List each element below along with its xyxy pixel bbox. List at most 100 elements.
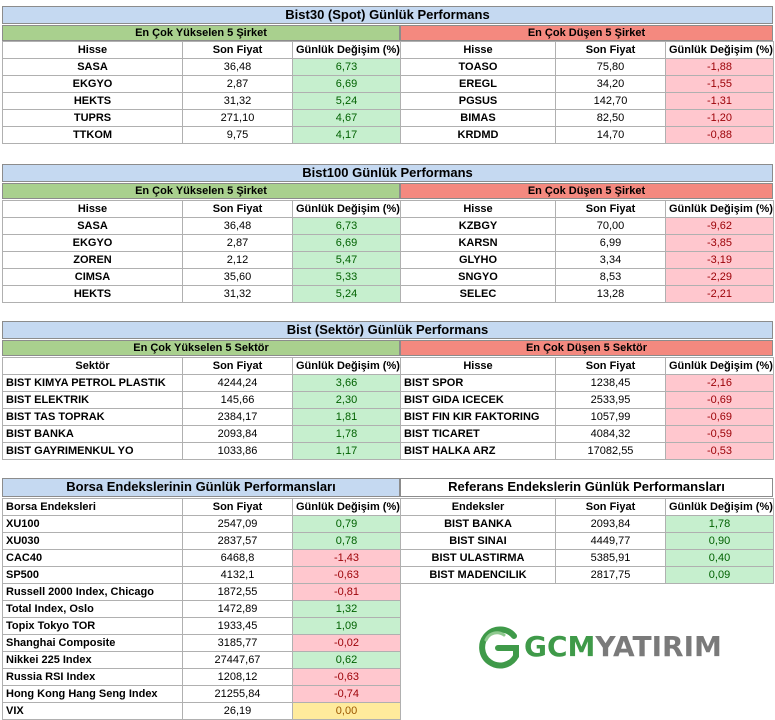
sector-price: 1238,45	[555, 374, 666, 392]
index-change: -0,63	[292, 566, 401, 584]
stock-name: SNGYO	[400, 268, 556, 286]
col-header-name: Hisse	[400, 357, 556, 375]
table-row: SNGYO 8,53 -2,29	[400, 268, 774, 286]
stock-name: KARSN	[400, 234, 556, 252]
col-header-change: Günlük Değişim (%)	[665, 41, 774, 59]
stock-name: SASA	[2, 217, 183, 235]
sector-change: -0,69	[665, 408, 774, 426]
table-row: TUPRS 271,10 4,67	[2, 109, 401, 127]
table-row: BIST FIN KIR FAKTORING 1057,99 -0,69	[400, 408, 774, 426]
table-row: CIMSA 35,60 5,33	[2, 268, 401, 286]
table-header-row: Hisse Son Fiyat Günlük Değişim (%)	[400, 357, 774, 375]
sector-down-table: Hisse Son Fiyat Günlük Değişim (%) BIST …	[400, 357, 774, 460]
logo-text-yatirim: YATIRIM	[595, 630, 722, 663]
table-row: BIST BANKA 2093,84 1,78	[2, 425, 401, 443]
sector-price: 4084,32	[555, 425, 666, 443]
index-price: 1933,45	[182, 617, 293, 635]
stock-name: BIMAS	[400, 109, 556, 127]
table-row: BIST GIDA ICECEK 2533,95 -0,69	[400, 391, 774, 409]
index-name: Topix Tokyo TOR	[2, 617, 183, 635]
table-row: VIX 26,19 0,00	[2, 702, 401, 720]
table-row: TTKOM 9,75 4,17	[2, 126, 401, 144]
col-header-price: Son Fiyat	[555, 200, 666, 218]
stock-change: -1,31	[665, 92, 774, 110]
stock-change: 6,73	[292, 217, 401, 235]
table-header-row: Hisse Son Fiyat Günlük Değişim (%)	[400, 41, 774, 59]
sector-price: 2533,95	[555, 391, 666, 409]
sector-name: BIST HALKA ARZ	[400, 442, 556, 460]
logo-text-gcm: GCM	[524, 630, 596, 663]
table-row: XU030 2837,57 0,78	[2, 532, 401, 550]
bist30-down-header: En Çok Düşen 5 Şirket	[400, 25, 773, 41]
stock-price: 70,00	[555, 217, 666, 235]
table-row: BIST ULASTIRMA 5385,91 0,40	[400, 549, 774, 567]
index-change: 0,78	[292, 532, 401, 550]
stock-price: 36,48	[182, 217, 293, 235]
col-header-change: Günlük Değişim (%)	[665, 200, 774, 218]
col-header-change: Günlük Değişim (%)	[665, 357, 774, 375]
stock-name: GLYHO	[400, 251, 556, 269]
sector-name: BIST SPOR	[400, 374, 556, 392]
index-name: Russell 2000 Index, Chicago	[2, 583, 183, 601]
table-row: Total Index, Oslo 1472,89 1,32	[2, 600, 401, 618]
logo-wordmark: GCMYATIRIM	[524, 630, 722, 663]
index-price: 27447,67	[182, 651, 293, 669]
index-name: Shanghai Composite	[2, 634, 183, 652]
sector-change: -2,16	[665, 374, 774, 392]
table-row: BIST SINAI 4449,77 0,90	[400, 532, 774, 550]
sector-name: BIST TICARET	[400, 425, 556, 443]
table-header-row: Hisse Son Fiyat Günlük Değişim (%)	[400, 200, 774, 218]
bist100-down-header: En Çok Düşen 5 Şirket	[400, 183, 773, 199]
stock-change: -9,62	[665, 217, 774, 235]
ref-index-change: 0,40	[665, 549, 774, 567]
bist100-title: Bist100 Günlük Performans	[2, 164, 773, 182]
index-price: 6468,8	[182, 549, 293, 567]
index-name: VIX	[2, 702, 183, 720]
table-row: BIMAS 82,50 -1,20	[400, 109, 774, 127]
ref-index-name: BIST ULASTIRMA	[400, 549, 556, 567]
ref-index-name: BIST SINAI	[400, 532, 556, 550]
sector-down-header: En Çok Düşen 5 Sektör	[400, 340, 773, 356]
table-row: ZOREN 2,12 5,47	[2, 251, 401, 269]
col-header-price: Son Fiyat	[182, 200, 293, 218]
bist30-down-table: Hisse Son Fiyat Günlük Değişim (%) TOASO…	[400, 41, 774, 144]
index-price: 26,19	[182, 702, 293, 720]
stock-price: 6,99	[555, 234, 666, 252]
sector-price: 145,66	[182, 391, 293, 409]
index-name: CAC40	[2, 549, 183, 567]
stock-change: -1,55	[665, 75, 774, 93]
bist100-up-table: Hisse Son Fiyat Günlük Değişim (%) SASA 3…	[2, 200, 401, 303]
table-row: Nikkei 225 Index 27447,67 0,62	[2, 651, 401, 669]
index-price: 2837,57	[182, 532, 293, 550]
col-header-price: Son Fiyat	[182, 41, 293, 59]
index-change: 1,09	[292, 617, 401, 635]
table-row: KARSN 6,99 -3,85	[400, 234, 774, 252]
index-change: 0,79	[292, 515, 401, 533]
sector-up-table: Sektör Son Fiyat Günlük Değişim (%) BIST…	[2, 357, 401, 460]
stock-change: -1,20	[665, 109, 774, 127]
index-change: -0,74	[292, 685, 401, 703]
stock-price: 2,87	[182, 75, 293, 93]
sector-name: BIST GAYRIMENKUL YO	[2, 442, 183, 460]
table-row: Russell 2000 Index, Chicago 1872,55 -0,81	[2, 583, 401, 601]
stock-price: 3,34	[555, 251, 666, 269]
sector-price: 4244,24	[182, 374, 293, 392]
sector-name: BIST GIDA ICECEK	[400, 391, 556, 409]
stock-name: ZOREN	[2, 251, 183, 269]
index-price: 1472,89	[182, 600, 293, 618]
stock-name: EKGYO	[2, 234, 183, 252]
stock-change: 6,73	[292, 58, 401, 76]
table-header-row: Endeksler Son Fiyat Günlük Değişim (%)	[400, 498, 774, 516]
col-header-price: Son Fiyat	[555, 41, 666, 59]
reference-table: Endeksler Son Fiyat Günlük Değişim (%) B…	[400, 498, 774, 584]
stock-change: -2,29	[665, 268, 774, 286]
sector-change: 1,78	[292, 425, 401, 443]
stock-name: EKGYO	[2, 75, 183, 93]
col-header-name: Endeksler	[400, 498, 556, 516]
stock-price: 13,28	[555, 285, 666, 303]
stock-change: 5,24	[292, 285, 401, 303]
bist30-title: Bist30 (Spot) Günlük Performans	[2, 6, 773, 24]
stock-price: 142,70	[555, 92, 666, 110]
sector-up-header: En Çok Yükselen 5 Sektör	[2, 340, 400, 356]
sector-change: -0,53	[665, 442, 774, 460]
